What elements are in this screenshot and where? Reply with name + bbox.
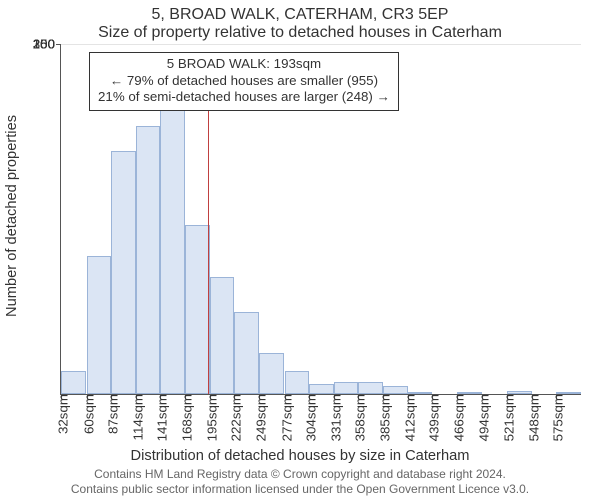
x-tick-label: 195sqm <box>200 394 219 441</box>
annotation-line-3: 21% of semi-detached houses are larger (… <box>98 89 390 106</box>
histogram-bar <box>285 371 310 394</box>
histogram-bar <box>234 312 259 394</box>
x-tick-label: 439sqm <box>423 394 442 441</box>
histogram-bar <box>61 371 86 394</box>
annotation-line-2: ← 79% of detached houses are smaller (95… <box>98 73 390 90</box>
x-tick-label: 358sqm <box>349 394 368 441</box>
histogram-bar <box>160 105 185 394</box>
x-tick-label: 168sqm <box>176 394 195 441</box>
x-tick-label: 385sqm <box>374 394 393 441</box>
chart-container: 5, BROAD WALK, CATERHAM, CR3 5EP Size of… <box>0 0 600 500</box>
x-axis-label: Distribution of detached houses by size … <box>0 448 600 464</box>
histogram-bar <box>358 382 383 394</box>
y-tick-label: 300 <box>33 37 61 52</box>
x-tick-label: 548sqm <box>522 394 541 441</box>
x-tick-label: 277sqm <box>275 394 294 441</box>
x-tick-label: 521sqm <box>498 394 517 441</box>
histogram-bar <box>259 353 284 394</box>
y-gridline <box>61 44 581 45</box>
x-tick-label: 141sqm <box>151 394 170 441</box>
x-tick-label: 249sqm <box>249 394 268 441</box>
x-tick-label: 575sqm <box>547 394 566 441</box>
histogram-bar <box>185 225 210 394</box>
chart-title-line-1: 5, BROAD WALK, CATERHAM, CR3 5EP <box>0 6 600 24</box>
x-tick-label: 466sqm <box>447 394 466 441</box>
histogram-bar <box>87 256 112 394</box>
histogram-bar <box>111 151 136 394</box>
x-tick-label: 32sqm <box>52 394 71 434</box>
histogram-bar <box>136 126 161 394</box>
chart-title-line-2: Size of property relative to detached ho… <box>0 24 600 42</box>
histogram-bar <box>383 386 408 394</box>
x-tick-label: 331sqm <box>324 394 343 441</box>
x-tick-label: 494sqm <box>473 394 492 441</box>
marker-line <box>208 108 209 394</box>
x-tick-label: 114sqm <box>126 394 145 440</box>
footer-line-2: Contains public sector information licen… <box>0 482 600 496</box>
annotation-line-1: 5 BROAD WALK: 193sqm <box>98 56 390 73</box>
x-tick-label: 60sqm <box>77 394 96 434</box>
y-axis-label: Number of detached properties <box>4 115 20 317</box>
x-tick-label: 412sqm <box>398 394 417 441</box>
histogram-bar <box>210 277 235 394</box>
footer-attribution: Contains HM Land Registry data © Crown c… <box>0 467 600 496</box>
x-tick-label: 87sqm <box>102 394 121 434</box>
plot-area: 05010015020025030032sqm60sqm87sqm114sqm1… <box>60 44 581 395</box>
x-tick-label: 222sqm <box>225 394 244 441</box>
histogram-bar <box>309 384 334 395</box>
annotation-box: 5 BROAD WALK: 193sqm ← 79% of detached h… <box>89 52 399 111</box>
footer-line-1: Contains HM Land Registry data © Crown c… <box>0 467 600 481</box>
histogram-bar <box>334 382 359 394</box>
x-tick-label: 304sqm <box>300 394 319 441</box>
